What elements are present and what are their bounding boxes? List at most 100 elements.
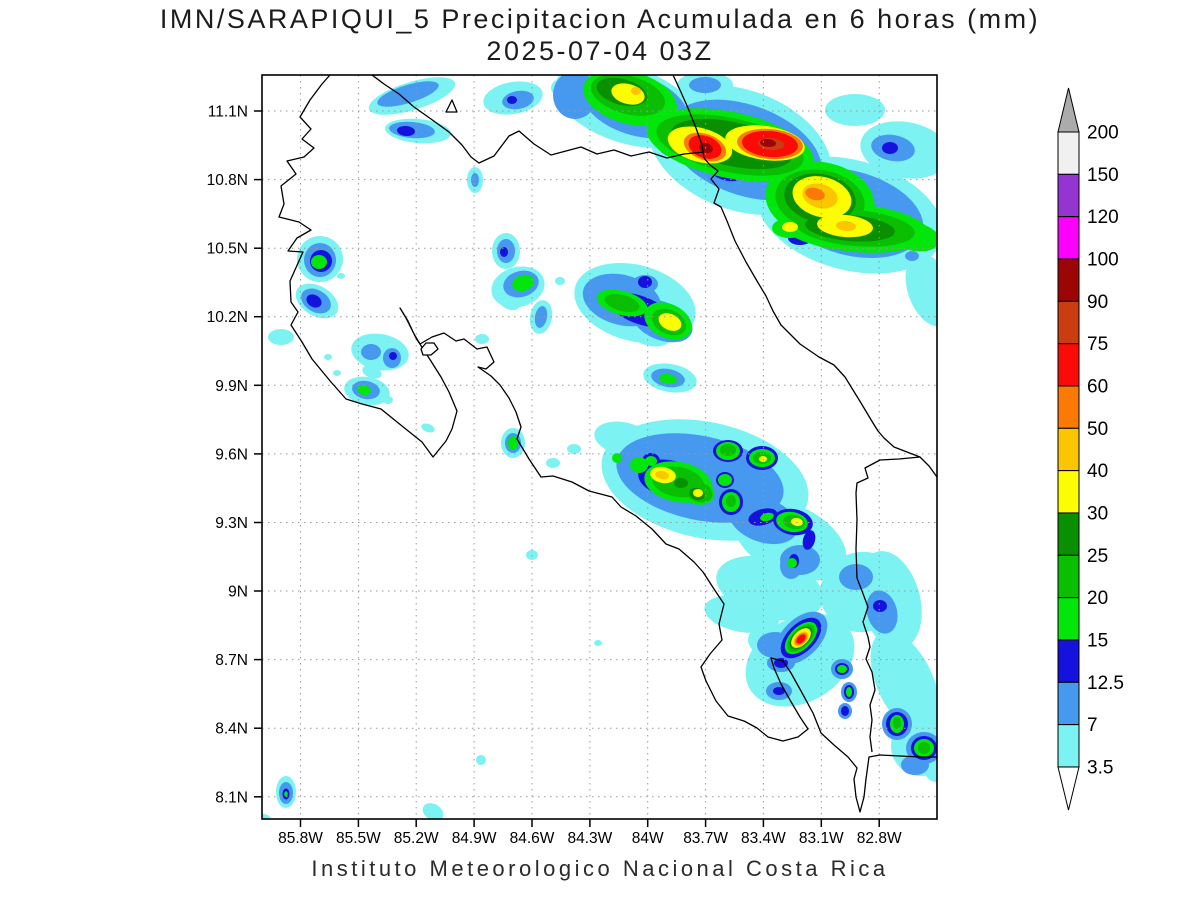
- precip-cell: [546, 458, 560, 468]
- y-axis-tick-label: 9.9N: [215, 378, 248, 395]
- precip-cell: [836, 220, 856, 232]
- colorbar-tick-label: 50: [1087, 419, 1108, 440]
- x-axis-tick-label: 85.8W: [278, 830, 323, 847]
- x-axis-tick-label: 83.1W: [799, 830, 844, 847]
- precip-cell: [655, 470, 669, 480]
- colorbar-tick-label: 75: [1087, 334, 1108, 355]
- precip-cell: [534, 306, 548, 328]
- precip-cell: [841, 706, 849, 716]
- precip-cell: [787, 558, 797, 568]
- colorbar-box: [1057, 554, 1080, 599]
- precip-cell: [659, 373, 677, 385]
- colorbar-tick-label: 90: [1087, 292, 1108, 313]
- precip-cell: [689, 77, 721, 93]
- x-axis-tick-label: 85.5W: [336, 830, 381, 847]
- precip-cell: [512, 274, 534, 292]
- colorbar-box: [1057, 258, 1080, 302]
- coastline-layer: [278, 75, 937, 813]
- precip-cell: [726, 495, 736, 507]
- coastline-path: [278, 75, 937, 813]
- plot-frame: [261, 74, 938, 820]
- colorbar-tick-label: 20: [1087, 588, 1108, 609]
- precip-cell: [421, 423, 435, 433]
- precip-cell: [846, 687, 852, 697]
- precip-cell: [475, 334, 489, 344]
- precip-cell: [397, 125, 415, 137]
- precip-cell: [866, 590, 898, 634]
- precip-cell: [471, 173, 479, 187]
- colorbar-tick-label: 3.5: [1087, 757, 1113, 778]
- precip-cell: [882, 142, 898, 154]
- precip-cell: [658, 313, 682, 331]
- precip-cell: [476, 755, 486, 765]
- colorbar-box: [1057, 597, 1080, 641]
- colorbar-box: [1057, 173, 1080, 218]
- precip-cell: [802, 530, 816, 550]
- precip-cell: [720, 444, 736, 456]
- colorbar-tick-label: 150: [1087, 165, 1119, 186]
- map-title: IMN/SARAPIQUI_5 Precipitacion Acumulada …: [159, 4, 1041, 34]
- colorbar-tick-label: 40: [1087, 461, 1108, 482]
- precip-cell: [500, 247, 508, 257]
- precip-cell: [333, 370, 341, 376]
- precip-cell: [337, 273, 345, 279]
- colorbar-arrow-bottom: [1057, 766, 1080, 811]
- colorbar: 200 150 120 100 90 75 60 50 40 30 25 20 15 12.5 7 3.5: [1057, 87, 1124, 811]
- colorbar-box: [1057, 724, 1080, 768]
- precip-cell: [674, 478, 688, 488]
- x-axis-tick-label: 84.6W: [510, 830, 555, 847]
- precip-cell: [612, 453, 622, 463]
- colorbar-box: [1057, 343, 1080, 387]
- precip-cell: [905, 253, 937, 327]
- precip-cell: [502, 90, 534, 110]
- colorbar-box: [1057, 300, 1080, 345]
- colorbar-tick-label: 100: [1087, 249, 1119, 270]
- coastline-path: [855, 456, 921, 753]
- precip-cell: [630, 457, 648, 473]
- x-axis-tick-label: 82.8W: [857, 830, 902, 847]
- precip-cell: [839, 564, 873, 590]
- colorbar-box: [1057, 512, 1080, 556]
- colorbar-tick-label: 60: [1087, 376, 1108, 397]
- precip-cell: [796, 634, 806, 644]
- precip-cell: [870, 630, 937, 734]
- precip-cell: [422, 803, 444, 819]
- colorbar-tick-label: 120: [1087, 207, 1119, 228]
- coastline-path: [371, 75, 705, 164]
- colorbar-box: [1057, 427, 1080, 472]
- precip-cell: [306, 294, 322, 308]
- precip-cell: [893, 717, 901, 729]
- precip-cell: [604, 293, 640, 313]
- colorbar-box: [1057, 216, 1080, 260]
- axes-layer: 85.8W 85.5W 85.2W 84.9W 84.6W 84.3W 84W 83.7W 83…: [207, 104, 902, 848]
- precip-cell: [905, 251, 919, 261]
- colorbar-tick-label: 7: [1087, 715, 1098, 736]
- x-axis-tick-label: 83.7W: [683, 830, 728, 847]
- y-axis-tick-label: 10.5N: [207, 241, 248, 258]
- precip-cell: [262, 814, 271, 819]
- precip-cell: [645, 456, 657, 466]
- precip-cell: [324, 354, 332, 360]
- y-axis-tick-label: 8.7N: [215, 652, 248, 669]
- precip-cell: [825, 94, 885, 126]
- precip-cell: [918, 742, 930, 754]
- graticule-layer: [262, 75, 937, 819]
- island-outline: [420, 342, 439, 356]
- footer-credit: Instituto Meteorologico Nacional Costa R…: [311, 856, 889, 881]
- precip-cell: [773, 687, 785, 695]
- precip-shading-layer: [262, 75, 937, 819]
- precip-cell: [631, 87, 641, 95]
- precip-cell: [361, 344, 381, 360]
- y-axis-tick-label: 10.2N: [207, 309, 248, 326]
- precip-cell: [377, 81, 439, 107]
- precip-cell: [357, 384, 371, 396]
- precip-cell: [555, 277, 565, 285]
- precip-cell: [901, 755, 929, 775]
- precip-cell: [873, 600, 887, 612]
- x-axis-tick-label: 85.2W: [394, 830, 439, 847]
- precip-cell: [760, 138, 776, 148]
- precip-cell: [594, 640, 602, 646]
- coastline-path: [672, 75, 937, 478]
- precip-cell: [693, 489, 703, 497]
- colorbar-box: [1057, 385, 1080, 429]
